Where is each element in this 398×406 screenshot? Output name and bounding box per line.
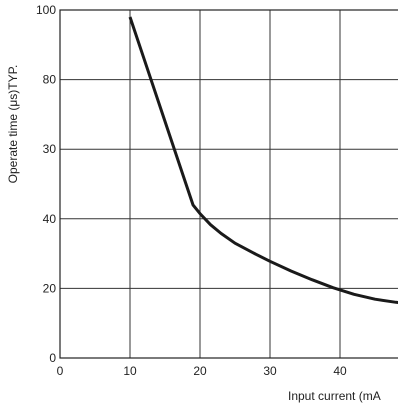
- y-tick-label: 20: [43, 281, 57, 295]
- y-tick-label: 100: [36, 3, 56, 17]
- y-tick-label: 0: [49, 351, 56, 365]
- x-tick-label: 10: [123, 364, 137, 378]
- y-tick-label: 30: [43, 142, 57, 156]
- plot-frame: [59, 9, 398, 359]
- y-axis-title: Operate time (μs)TYP.: [6, 65, 20, 184]
- operate-time-curve: [128, 16, 398, 304]
- x-tick-label: 30: [263, 364, 277, 378]
- x-axis-title: Input current (mA: [288, 389, 381, 403]
- x-tick-label: 40: [333, 364, 347, 378]
- grid: [60, 10, 398, 358]
- x-tick-label: 0: [57, 364, 64, 378]
- x-tick-label: 20: [193, 364, 207, 378]
- curve-layer: [128, 16, 398, 304]
- y-tick-label: 40: [43, 212, 57, 226]
- tick-labels: 01020304050020403080100: [36, 3, 347, 378]
- y-tick-label: 80: [43, 73, 57, 87]
